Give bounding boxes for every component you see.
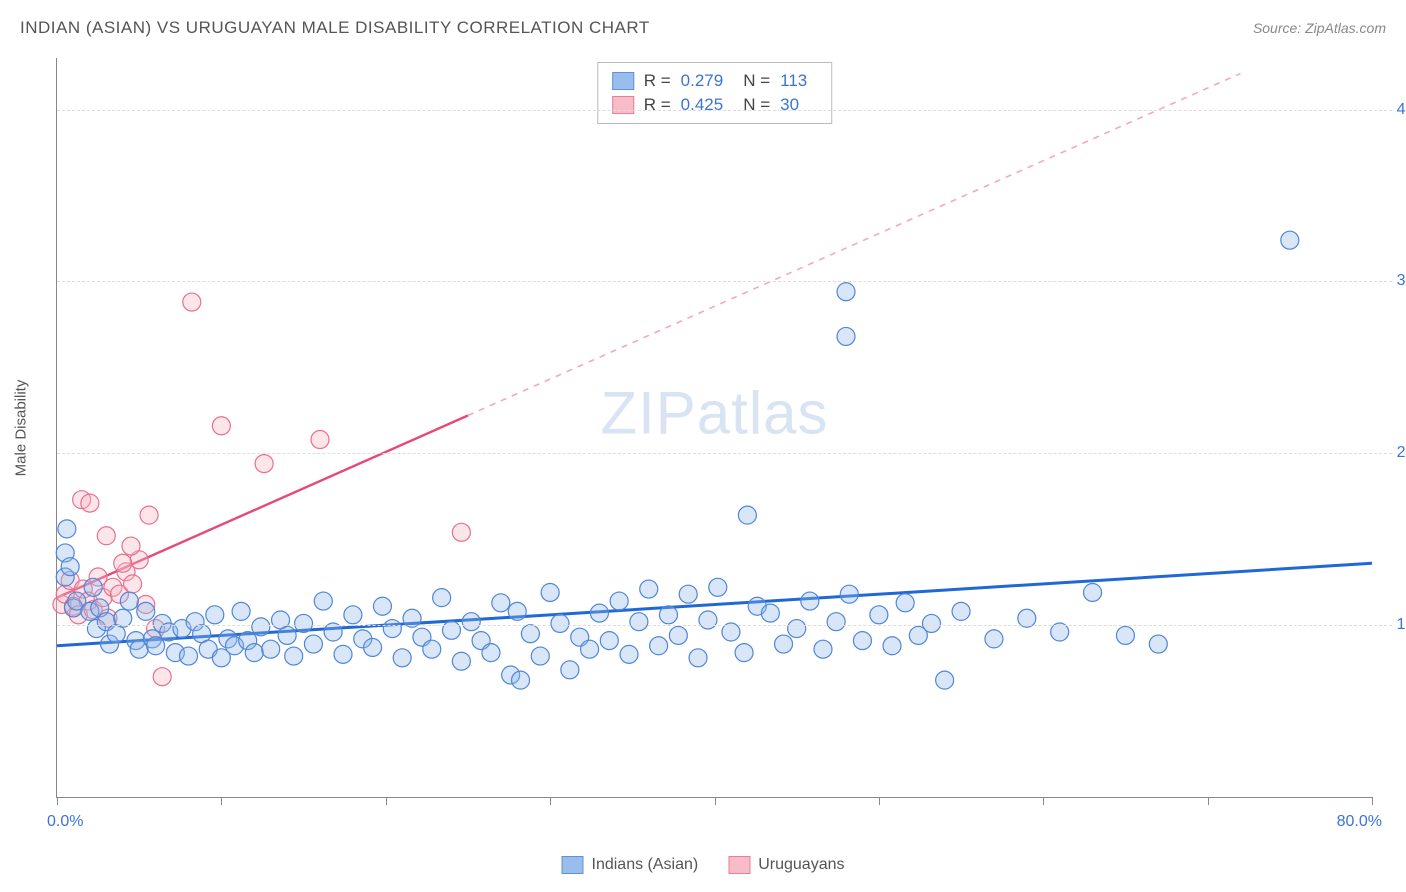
gridline bbox=[57, 625, 1392, 626]
x-tick bbox=[550, 797, 551, 805]
y-tick-label: 20.0% bbox=[1397, 444, 1406, 462]
n-val-2: 30 bbox=[780, 95, 799, 115]
swatch-uruguayans bbox=[612, 96, 634, 114]
r-val-1: 0.279 bbox=[681, 71, 724, 91]
legend-label-uruguayans: Uruguayans bbox=[758, 856, 844, 874]
x-tick bbox=[1208, 797, 1209, 805]
x-tick bbox=[386, 797, 387, 805]
y-tick-label: 40.0% bbox=[1397, 101, 1406, 119]
n-label-1: N = bbox=[743, 71, 770, 91]
stats-row-1: R = 0.279 N = 113 bbox=[612, 69, 818, 93]
gridline bbox=[57, 281, 1392, 282]
x-tick bbox=[715, 797, 716, 805]
bottom-legend: Indians (Asian) Uruguayans bbox=[562, 856, 845, 874]
source-label: Source: ZipAtlas.com bbox=[1253, 20, 1386, 36]
gridline bbox=[57, 453, 1392, 454]
stats-box: R = 0.279 N = 113 R = 0.425 N = 30 bbox=[597, 62, 833, 124]
y-tick-label: 30.0% bbox=[1397, 272, 1406, 290]
plot-svg bbox=[57, 58, 1372, 797]
x-tick bbox=[1043, 797, 1044, 805]
r-label-2: R = bbox=[644, 95, 671, 115]
gridline bbox=[57, 110, 1392, 111]
plot-area: Male Disability ZIPatlas R = 0.279 N = 1… bbox=[56, 58, 1372, 798]
r-label-1: R = bbox=[644, 71, 671, 91]
x-axis-min-label: 0.0% bbox=[47, 813, 83, 831]
legend-swatch-uruguayans bbox=[728, 856, 750, 874]
n-label-2: N = bbox=[743, 95, 770, 115]
y-axis-title: Male Disability bbox=[13, 379, 30, 476]
legend-label-indians: Indians (Asian) bbox=[592, 856, 699, 874]
y-tick-label: 10.0% bbox=[1397, 616, 1406, 634]
x-tick bbox=[221, 797, 222, 805]
swatch-indians bbox=[612, 72, 634, 90]
x-tick bbox=[879, 797, 880, 805]
x-tick bbox=[1372, 797, 1373, 805]
chart-title: INDIAN (ASIAN) VS URUGUAYAN MALE DISABIL… bbox=[20, 18, 650, 38]
n-val-1: 113 bbox=[780, 71, 807, 91]
x-tick bbox=[57, 797, 58, 805]
legend-item-indians: Indians (Asian) bbox=[562, 856, 699, 874]
legend-swatch-indians bbox=[562, 856, 584, 874]
legend-item-uruguayans: Uruguayans bbox=[728, 856, 844, 874]
r-val-2: 0.425 bbox=[681, 95, 724, 115]
stats-row-2: R = 0.425 N = 30 bbox=[612, 93, 818, 117]
x-axis-max-label: 80.0% bbox=[1337, 813, 1382, 831]
title-bar: INDIAN (ASIAN) VS URUGUAYAN MALE DISABIL… bbox=[20, 18, 1386, 38]
